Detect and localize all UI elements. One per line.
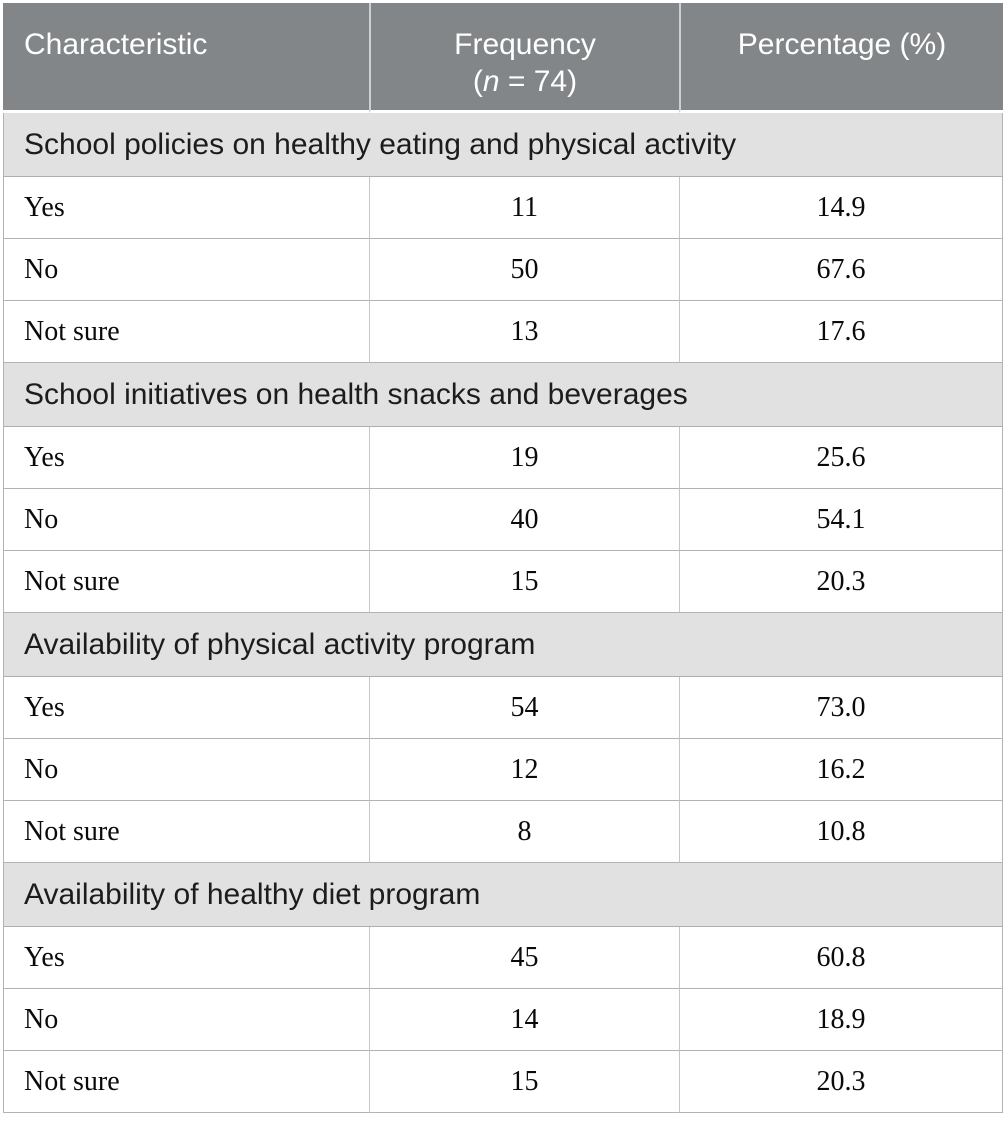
- section-title: School policies on healthy eating and ph…: [3, 113, 1003, 177]
- table-row: Yes 54 73.0: [3, 677, 1003, 739]
- frequency-cell: 54: [369, 677, 679, 739]
- percentage-cell: 17.6: [679, 301, 1003, 363]
- percentage-cell: 54.1: [679, 489, 1003, 551]
- table-row: Not sure 13 17.6: [3, 301, 1003, 363]
- percentage-cell: 20.3: [679, 1051, 1003, 1113]
- row-label-cell: Not sure: [3, 301, 369, 363]
- table-row: Yes 45 60.8: [3, 927, 1003, 989]
- row-label-cell: Not sure: [3, 551, 369, 613]
- frequency-cell: 50: [369, 239, 679, 301]
- row-label-cell: Not sure: [3, 1051, 369, 1113]
- n-symbol: n: [482, 65, 500, 98]
- frequency-label-line2: (n = 74): [472, 65, 578, 98]
- section-header: Availability of physical activity progra…: [3, 613, 1003, 677]
- row-label-cell: No: [3, 739, 369, 801]
- column-header-characteristic: Characteristic: [3, 3, 369, 113]
- row-label-cell: Yes: [3, 927, 369, 989]
- table-row: No 40 54.1: [3, 489, 1003, 551]
- frequency-cell: 12: [369, 739, 679, 801]
- section-title: Availability of physical activity progra…: [3, 613, 1003, 677]
- row-label-cell: No: [3, 989, 369, 1051]
- column-header-percentage: Percentage (%): [679, 3, 1003, 113]
- column-header-label: Characteristic: [24, 28, 208, 61]
- row-label-cell: Yes: [3, 177, 369, 239]
- frequency-cell: 40: [369, 489, 679, 551]
- table-row: Not sure 15 20.3: [3, 551, 1003, 613]
- percentage-cell: 60.8: [679, 927, 1003, 989]
- percentage-cell: 16.2: [679, 739, 1003, 801]
- frequency-label-line1: Frequency: [454, 28, 596, 61]
- frequency-cell: 14: [369, 989, 679, 1051]
- section-header: Availability of healthy diet program: [3, 863, 1003, 927]
- row-label-cell: Yes: [3, 677, 369, 739]
- percentage-cell: 14.9: [679, 177, 1003, 239]
- percentage-cell: 67.6: [679, 239, 1003, 301]
- row-label-cell: Not sure: [3, 801, 369, 863]
- table-row: No 14 18.9: [3, 989, 1003, 1051]
- frequency-cell: 13: [369, 301, 679, 363]
- table-row: Not sure 15 20.3: [3, 1051, 1003, 1113]
- frequency-cell: 45: [369, 927, 679, 989]
- column-header-frequency: Frequency (n = 74): [369, 3, 679, 113]
- row-label-cell: No: [3, 489, 369, 551]
- column-header-label: Percentage (%): [737, 28, 947, 61]
- characteristics-table: Characteristic Frequency (n = 74) Percen…: [3, 3, 1003, 1113]
- table-header-row: Characteristic Frequency (n = 74) Percen…: [3, 3, 1003, 113]
- section-header: School policies on healthy eating and ph…: [3, 113, 1003, 177]
- table-row: Not sure 8 10.8: [3, 801, 1003, 863]
- row-label-cell: No: [3, 239, 369, 301]
- table-row: No 50 67.6: [3, 239, 1003, 301]
- percentage-cell: 20.3: [679, 551, 1003, 613]
- section-header: School initiatives on health snacks and …: [3, 363, 1003, 427]
- table-row: Yes 19 25.6: [3, 427, 1003, 489]
- percentage-cell: 25.6: [679, 427, 1003, 489]
- row-label-cell: Yes: [3, 427, 369, 489]
- frequency-cell: 15: [369, 551, 679, 613]
- percentage-cell: 10.8: [679, 801, 1003, 863]
- table-row: No 12 16.2: [3, 739, 1003, 801]
- frequency-cell: 11: [369, 177, 679, 239]
- frequency-cell: 15: [369, 1051, 679, 1113]
- section-title: School initiatives on health snacks and …: [3, 363, 1003, 427]
- percentage-cell: 18.9: [679, 989, 1003, 1051]
- section-title: Availability of healthy diet program: [3, 863, 1003, 927]
- percentage-cell: 73.0: [679, 677, 1003, 739]
- frequency-cell: 19: [369, 427, 679, 489]
- table-row: Yes 11 14.9: [3, 177, 1003, 239]
- frequency-cell: 8: [369, 801, 679, 863]
